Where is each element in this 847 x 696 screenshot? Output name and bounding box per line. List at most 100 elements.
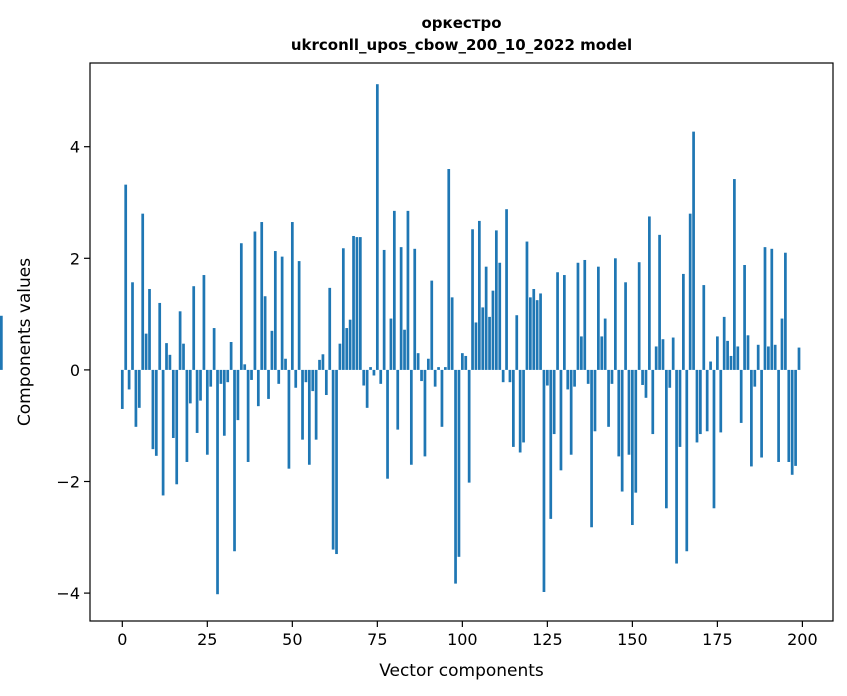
x-tick-label: 75 xyxy=(367,630,387,649)
bar xyxy=(389,318,393,370)
bar xyxy=(746,335,750,370)
bar xyxy=(284,358,287,370)
bar xyxy=(426,358,430,370)
bar xyxy=(576,262,580,370)
bar xyxy=(726,340,729,370)
bar xyxy=(270,330,274,370)
bar xyxy=(695,369,699,443)
bar xyxy=(273,251,277,370)
bar xyxy=(165,343,168,370)
bar xyxy=(552,369,556,435)
bar xyxy=(195,369,199,433)
bar xyxy=(559,369,563,471)
bar xyxy=(467,369,471,483)
bar xyxy=(644,369,648,398)
bar xyxy=(773,344,777,370)
bar xyxy=(182,343,185,370)
bar xyxy=(365,369,369,408)
bar xyxy=(192,286,196,370)
bar xyxy=(756,344,760,370)
bar xyxy=(369,367,372,370)
bar xyxy=(627,369,631,455)
bar xyxy=(185,369,189,462)
bar xyxy=(420,369,423,382)
bar xyxy=(651,369,655,435)
bar xyxy=(661,339,665,370)
bar xyxy=(539,293,542,370)
y-tick-label: −2 xyxy=(56,473,80,492)
bar xyxy=(233,369,236,552)
bars-group xyxy=(0,84,801,595)
bar xyxy=(253,231,257,370)
bar xyxy=(120,369,124,409)
bar xyxy=(345,328,349,370)
bar xyxy=(648,216,651,370)
bar xyxy=(505,209,508,370)
bar xyxy=(712,369,716,509)
bar xyxy=(362,369,366,386)
bar xyxy=(256,369,260,407)
bar xyxy=(518,369,522,453)
bar xyxy=(137,369,141,408)
bar xyxy=(260,222,264,370)
bar xyxy=(709,361,712,370)
bar xyxy=(654,346,658,370)
bar xyxy=(392,210,396,370)
bar xyxy=(161,369,165,496)
bar xyxy=(151,369,155,450)
bar xyxy=(307,369,311,465)
bar xyxy=(437,367,440,370)
x-tick-label: 50 xyxy=(282,630,302,649)
bar xyxy=(440,369,444,427)
bar xyxy=(352,235,355,370)
bar xyxy=(678,369,682,447)
bar xyxy=(787,369,791,462)
bar xyxy=(175,369,179,485)
bar xyxy=(790,369,794,475)
bar xyxy=(205,369,209,455)
bar xyxy=(597,266,600,370)
bar xyxy=(358,237,362,370)
bar xyxy=(314,369,318,440)
bar xyxy=(178,311,182,370)
bar xyxy=(158,302,162,370)
bar xyxy=(134,369,138,427)
bar xyxy=(532,288,536,370)
bar xyxy=(212,328,216,370)
bar xyxy=(542,369,546,592)
bar xyxy=(631,369,634,526)
bar xyxy=(216,369,219,595)
bar xyxy=(719,369,723,433)
bar xyxy=(396,369,400,430)
bar xyxy=(498,262,502,370)
bar xyxy=(688,213,692,370)
bar xyxy=(236,369,240,421)
bar xyxy=(0,315,3,370)
y-tick-label: 2 xyxy=(70,249,80,268)
bar xyxy=(202,275,206,370)
bar xyxy=(549,369,553,519)
bar xyxy=(222,369,226,436)
bar xyxy=(263,296,267,370)
bar xyxy=(287,369,291,469)
bar xyxy=(733,179,736,370)
bar xyxy=(797,347,801,370)
bar xyxy=(168,354,172,370)
bar xyxy=(199,369,202,401)
y-tick-label: −4 xyxy=(56,584,80,603)
bar xyxy=(406,210,410,370)
bar xyxy=(563,275,566,370)
bar xyxy=(716,336,719,370)
bar xyxy=(416,353,420,370)
bar xyxy=(243,364,247,370)
bar xyxy=(209,369,213,387)
bar xyxy=(219,369,223,384)
bar xyxy=(637,262,641,370)
bar xyxy=(171,369,175,438)
bar xyxy=(124,184,128,370)
bar xyxy=(280,256,284,370)
bar xyxy=(501,369,505,383)
chart-title: оркестро xyxy=(421,14,501,32)
bar xyxy=(450,297,454,370)
